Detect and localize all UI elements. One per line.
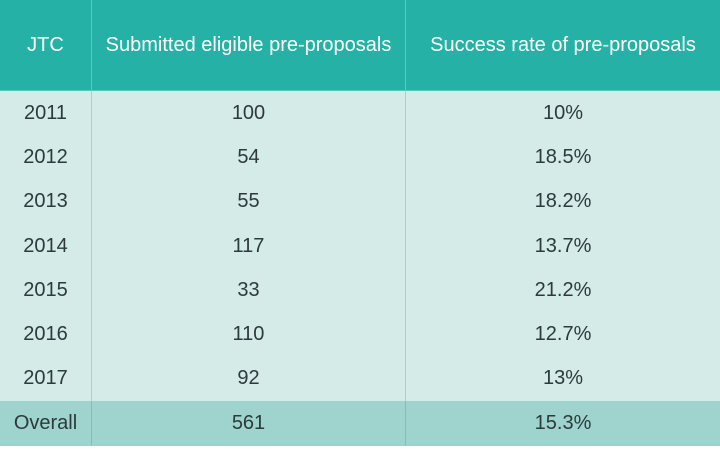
table-header: JTC Submitted eligible pre-proposals Suc… [0,0,720,91]
cell-year: 2017 [0,356,92,402]
cell-success-rate: 13.7% [534,234,592,257]
cell-success-rate: 13% [542,367,584,390]
cell-year: 2015 [0,268,92,313]
cell-submitted: 110 [92,312,406,357]
table-row: 2011 100 10% [0,91,720,136]
cell-submitted: 92 [92,356,406,402]
cell-year: 2012 [0,135,92,180]
table-row: 2014 117 13.7% [0,223,720,269]
cell-year: 2013 [0,179,92,224]
cell-success-rate: 12.7% [534,323,592,346]
column-header-submitted: Submitted eligible pre-proposals [92,0,406,90]
cell-success-rate: 10% [542,101,584,124]
table-row: 2013 55 18.2% [0,179,720,224]
column-header-jtc: JTC [0,0,92,90]
cell-submitted: 117 [92,223,406,269]
cell-year: 2014 [0,223,92,269]
table-row: 2017 92 13% [0,356,720,402]
cell-submitted: 100 [92,91,406,136]
cell-submitted: 54 [92,135,406,180]
cell-total-submitted: 561 [92,401,406,447]
table-total-row: Overall 561 15.3% [0,401,720,447]
cell-success-rate: 21.2% [534,278,592,301]
table-row: 2016 110 12.7% [0,312,720,357]
cell-total-success-rate: 15.3% [534,412,592,435]
cell-year: 2016 [0,312,92,357]
table-row: 2015 33 21.2% [0,268,720,313]
column-header-success-rate: Success rate of pre-proposals [430,33,696,56]
cell-submitted: 55 [92,179,406,224]
cell-success-rate: 18.2% [534,190,592,213]
cell-success-rate: 18.5% [534,145,592,168]
cell-total-label: Overall [0,401,92,447]
table-row: 2012 54 18.5% [0,135,720,180]
cell-year: 2011 [0,91,92,136]
cell-submitted: 33 [92,268,406,313]
